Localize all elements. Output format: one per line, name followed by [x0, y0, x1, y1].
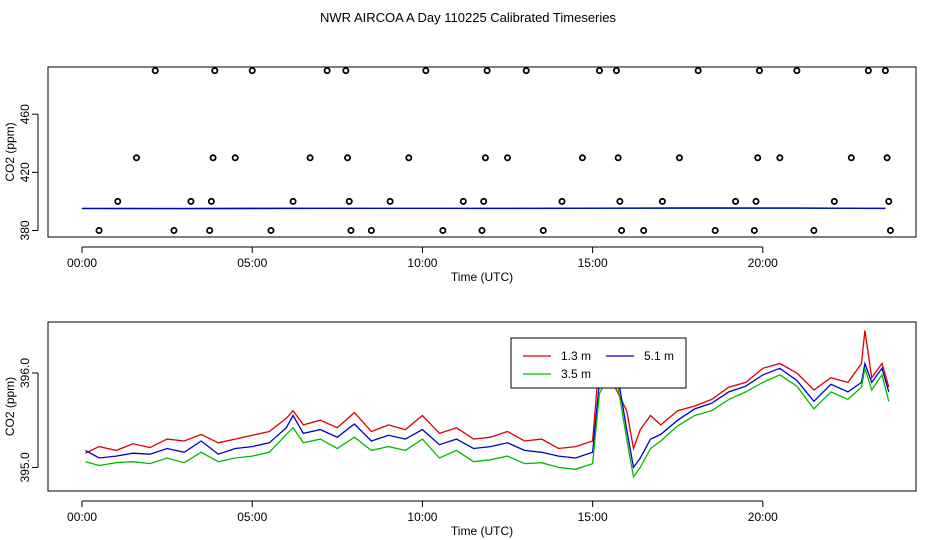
top-panel-timeseries: 00:00 05:00 10:00 15:00 20:00 Time (UTC) 380 42…: [3, 66, 917, 284]
data-point: [345, 197, 353, 205]
data-point: [864, 67, 872, 75]
data-point: [711, 226, 719, 234]
data-point: [459, 197, 467, 205]
x-tick-label: 20:00: [748, 256, 778, 270]
figure-title: NWR AIRCOA A Day 110225 Calibrated Times…: [320, 10, 616, 25]
data-point: [885, 197, 893, 205]
data-point: [539, 226, 547, 234]
data-point: [187, 197, 195, 205]
data-point: [289, 197, 297, 205]
data-point: [207, 197, 215, 205]
data-point: [776, 154, 784, 162]
y-axis-label: CO2 (ppm): [3, 377, 17, 436]
data-point: [640, 226, 648, 234]
data-point: [211, 67, 219, 75]
x-tick-label: 15:00: [578, 510, 608, 524]
data-point: [522, 67, 530, 75]
data-point: [595, 67, 603, 75]
legend-label: 1.3 m: [561, 349, 591, 363]
x-tick-label: 10:00: [407, 256, 437, 270]
series-line-1-3-m: [85, 330, 890, 454]
data-point: [558, 197, 566, 205]
data-point: [755, 67, 763, 75]
plot-frame: [47, 66, 917, 238]
legend: 1.3 m 5.1 m 3.5 m: [510, 337, 687, 389]
data-point: [750, 226, 758, 234]
data-point: [810, 226, 818, 234]
data-point: [114, 197, 122, 205]
data-point: [752, 197, 760, 205]
data-point: [342, 67, 350, 75]
data-point: [830, 197, 838, 205]
data-point: [847, 154, 855, 162]
bottom-panel-timeseries: 00:00 05:00 10:00 15:00 20:00 Time (UTC) 395.0…: [3, 321, 917, 538]
data-point: [881, 67, 889, 75]
legend-label: 5.1 m: [644, 349, 674, 363]
y-tick-label: 460: [18, 104, 32, 124]
y-tick-label: 420: [18, 162, 32, 182]
data-point: [483, 67, 491, 75]
data-point: [267, 226, 275, 234]
x-tick-label: 00:00: [67, 510, 97, 524]
data-point: [886, 226, 894, 234]
data-point: [504, 154, 512, 162]
y-axis-label: CO2 (ppm): [3, 122, 17, 181]
data-point: [405, 154, 413, 162]
data-point: [658, 197, 666, 205]
data-point: [347, 226, 355, 234]
plot-frame: [47, 321, 917, 492]
data-point: [793, 67, 801, 75]
data-point: [95, 226, 103, 234]
data-point: [306, 154, 314, 162]
data-point: [883, 154, 891, 162]
data-point: [386, 197, 394, 205]
data-point: [618, 226, 626, 234]
x-tick-label: 05:00: [237, 256, 267, 270]
x-tick-label: 20:00: [748, 510, 778, 524]
y-tick-label: 380: [18, 220, 32, 240]
y-tick-label: 396.0: [18, 358, 32, 388]
x-tick-label: 05:00: [237, 510, 267, 524]
data-point: [675, 154, 683, 162]
data-point: [151, 67, 159, 75]
series-line-5-1-m: [85, 360, 890, 470]
data-point: [231, 154, 239, 162]
data-point: [732, 197, 740, 205]
x-tick-label: 10:00: [407, 510, 437, 524]
data-point: [481, 154, 489, 162]
x-tick-label: 00:00: [67, 256, 97, 270]
data-point: [578, 154, 586, 162]
data-point: [422, 67, 430, 75]
data-point: [344, 154, 352, 162]
data-point: [209, 154, 217, 162]
series-line-3-5-m: [85, 368, 890, 479]
data-point: [323, 67, 331, 75]
data-point: [133, 154, 141, 162]
legend-box: [510, 337, 687, 389]
data-point: [612, 67, 620, 75]
data-point: [248, 67, 256, 75]
data-point: [614, 154, 622, 162]
legend-label: 3.5 m: [561, 367, 591, 381]
y-tick-label: 395.0: [18, 452, 32, 482]
data-point: [480, 197, 488, 205]
data-point: [439, 226, 447, 234]
data-point: [367, 226, 375, 234]
data-point: [754, 154, 762, 162]
x-tick-label: 15:00: [578, 256, 608, 270]
data-point: [206, 226, 214, 234]
data-point: [694, 67, 702, 75]
x-axis-label: Time (UTC): [451, 524, 513, 538]
data-point: [170, 226, 178, 234]
data-point: [616, 197, 624, 205]
data-point: [478, 226, 486, 234]
x-axis-label: Time (UTC): [451, 270, 513, 284]
